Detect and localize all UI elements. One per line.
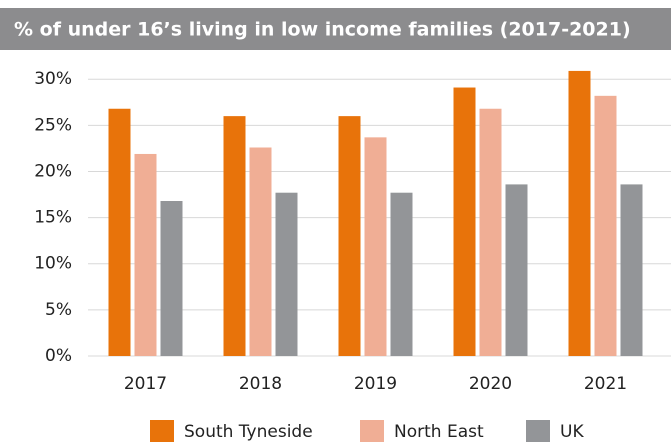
bar [479,108,502,357]
y-tick-label: 15% [34,208,72,228]
x-tick-label: 2018 [239,374,282,394]
legend-label: North East [394,422,484,442]
bar [505,184,528,356]
title-banner [0,8,671,50]
x-tick-label: 2019 [354,374,397,394]
y-tick-label: 0% [45,346,72,366]
legend-swatch [526,420,550,442]
y-tick-label: 25% [34,115,72,135]
bar [134,153,157,356]
y-tick-label: 5% [45,300,72,320]
bar [364,137,387,356]
bar [390,192,413,356]
bar [160,201,183,356]
y-tick-label: 10% [34,254,72,274]
bar [249,147,272,356]
chart-title: % of under 16’s living in low income fam… [14,19,631,41]
bar [108,108,131,357]
x-tick-label: 2017 [124,374,167,394]
bar [275,192,298,356]
bar [620,184,643,356]
y-tick-label: 20% [34,161,72,181]
legend-swatch [360,420,384,442]
legend-label: UK [560,422,584,442]
x-tick-label: 2020 [469,374,512,394]
bar [594,95,617,356]
bar [223,116,246,357]
bar [338,116,361,357]
legend-swatch [150,420,174,442]
y-tick-label: 30% [34,69,72,89]
bar [568,70,591,356]
x-tick-label: 2021 [584,374,627,394]
bar [453,87,476,357]
legend-label: South Tyneside [184,422,313,442]
